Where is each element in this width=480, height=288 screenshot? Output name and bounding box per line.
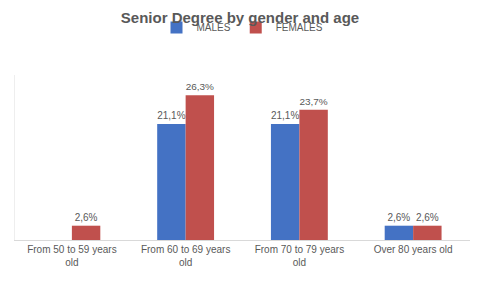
svg-text:Over 80 years old: Over 80 years old [374, 244, 453, 255]
svg-text:2,6%: 2,6% [416, 212, 439, 223]
svg-text:2,6%: 2,6% [75, 212, 98, 223]
svg-text:From 70 to 79 yearsold: From 70 to 79 yearsold [255, 244, 344, 268]
svg-text:23,7%: 23,7% [299, 96, 327, 107]
svg-text:2,6%: 2,6% [387, 212, 410, 223]
svg-text:Senior Degree by gender and ag: Senior Degree by gender and age [121, 9, 359, 26]
svg-text:26,3%: 26,3% [186, 81, 214, 92]
svg-text:FEMALES: FEMALES [276, 22, 323, 33]
svg-text:21,1%: 21,1% [271, 110, 299, 121]
svg-text:MALES: MALES [197, 22, 231, 33]
svg-text:21,1%: 21,1% [157, 110, 185, 121]
svg-text:From 60 to 69 yearsold: From 60 to 69 yearsold [141, 244, 230, 268]
svg-text:From 50 to 59 yearsold: From 50 to 59 yearsold [27, 244, 116, 268]
